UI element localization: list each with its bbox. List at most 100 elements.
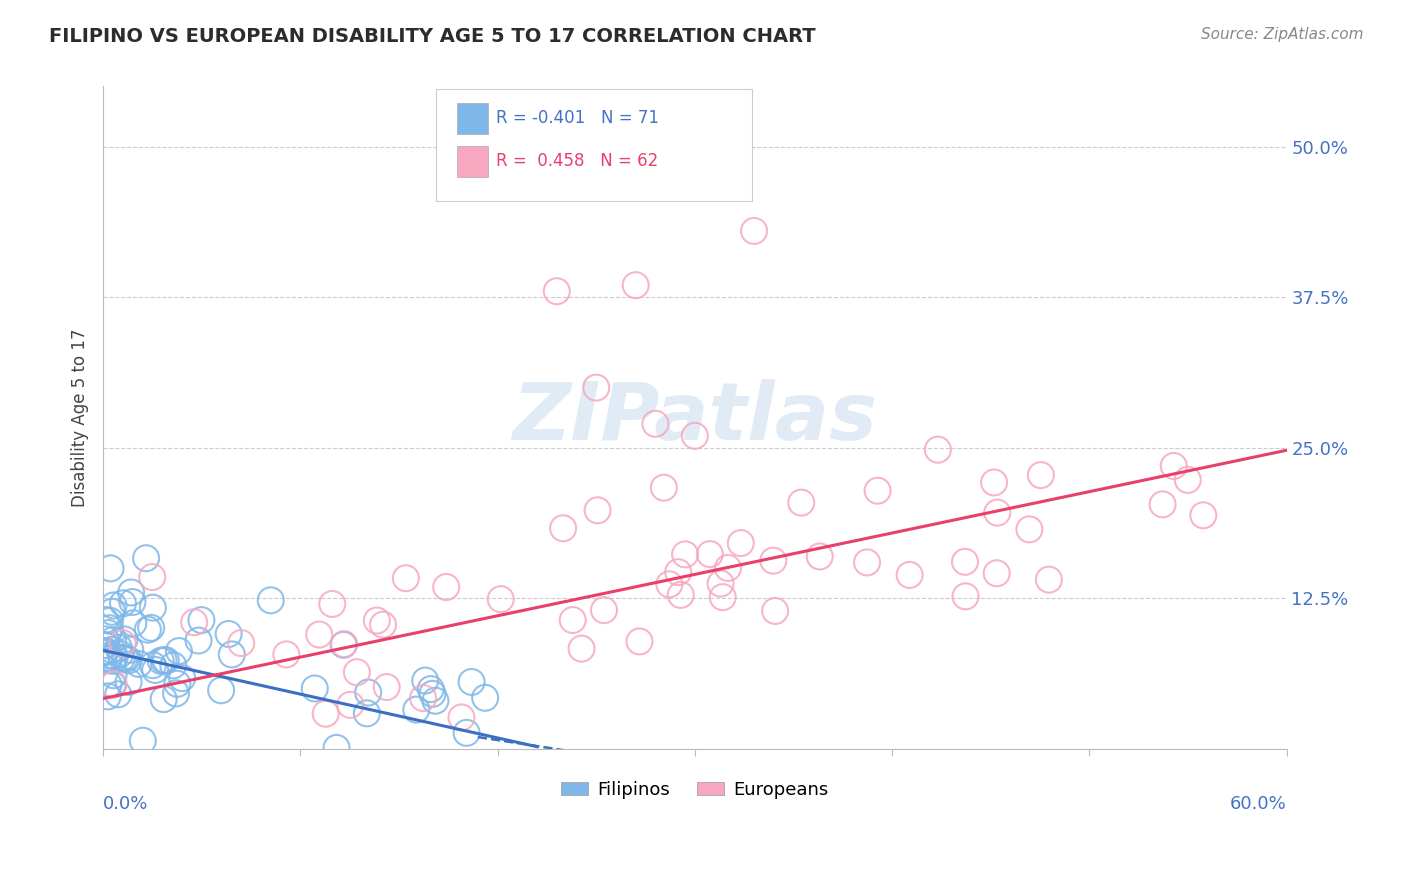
Point [658, 577, 681, 591]
Point [120, 642, 142, 657]
Point [983, 475, 1005, 490]
Point [1029, 468, 1052, 483]
Point [304, 681, 326, 696]
Point [187, 633, 209, 648]
Point [332, 638, 354, 652]
Point [730, 536, 752, 550]
Point [122, 616, 145, 631]
Point [110, 647, 132, 661]
Point [710, 576, 733, 591]
Text: ZIPatlas: ZIPatlas [512, 379, 877, 457]
Point [103, 677, 125, 691]
Point [94, 644, 117, 658]
Point [94, 645, 117, 659]
Point [412, 691, 434, 706]
Point [366, 614, 388, 628]
Point [143, 663, 166, 677]
Point [856, 555, 879, 569]
Point [593, 603, 616, 617]
Point [986, 506, 1008, 520]
Point [321, 597, 343, 611]
Point [114, 651, 136, 665]
Point [333, 637, 356, 651]
Point [172, 671, 194, 685]
Point [221, 648, 243, 662]
Point [135, 551, 157, 566]
Point [986, 566, 1008, 581]
Point [142, 658, 165, 673]
Point [152, 692, 174, 706]
Point [231, 636, 253, 650]
Text: R = -0.401   N = 71: R = -0.401 N = 71 [496, 109, 659, 127]
Point [434, 580, 457, 594]
Point [808, 549, 831, 564]
Point [711, 590, 734, 604]
Point [866, 483, 889, 498]
Point [165, 686, 187, 700]
Point [118, 653, 141, 667]
Point [489, 592, 512, 607]
Legend: Filipinos, Europeans: Filipinos, Europeans [554, 774, 835, 806]
Point [101, 605, 124, 619]
Point [190, 613, 212, 627]
Point [315, 706, 337, 721]
Point [325, 740, 347, 755]
Point [1163, 458, 1185, 473]
Point [111, 651, 134, 665]
Point [152, 653, 174, 667]
Point [98, 648, 121, 663]
Point [624, 278, 647, 293]
Point [1192, 508, 1215, 523]
Text: 60.0%: 60.0% [1230, 795, 1286, 813]
Point [375, 680, 398, 694]
Point [209, 683, 232, 698]
Point [346, 665, 368, 680]
Point [111, 636, 134, 650]
Point [644, 417, 666, 431]
Point [98, 621, 121, 635]
Point [683, 429, 706, 443]
Point [101, 654, 124, 668]
Point [101, 677, 124, 691]
Y-axis label: Disability Age 5 to 17: Disability Age 5 to 17 [72, 328, 89, 507]
Point [100, 561, 122, 575]
Point [108, 640, 131, 655]
Point [669, 588, 692, 602]
Point [339, 698, 361, 712]
Point [357, 685, 380, 699]
Point [561, 613, 583, 627]
Point [162, 658, 184, 673]
Point [132, 733, 155, 747]
Point [149, 654, 172, 668]
Point [167, 644, 190, 658]
Point [1152, 497, 1174, 511]
Point [419, 682, 441, 697]
Point [114, 632, 136, 647]
Point [141, 570, 163, 584]
Text: 0.0%: 0.0% [103, 795, 149, 813]
Point [553, 521, 575, 535]
Point [94, 638, 117, 652]
Point [107, 687, 129, 701]
Point [142, 600, 165, 615]
Point [460, 675, 482, 690]
Point [953, 555, 976, 569]
Point [571, 641, 593, 656]
Point [94, 632, 117, 647]
Point [356, 706, 378, 721]
Point [474, 690, 496, 705]
Point [139, 621, 162, 635]
Point [673, 547, 696, 561]
Point [456, 726, 478, 740]
Point [115, 651, 138, 665]
Point [955, 590, 977, 604]
Point [121, 595, 143, 609]
Point [628, 634, 651, 648]
Point [586, 503, 609, 517]
Point [97, 690, 120, 704]
Point [101, 633, 124, 648]
Point [585, 381, 607, 395]
Point [425, 694, 447, 708]
Point [762, 554, 785, 568]
Point [117, 674, 139, 689]
